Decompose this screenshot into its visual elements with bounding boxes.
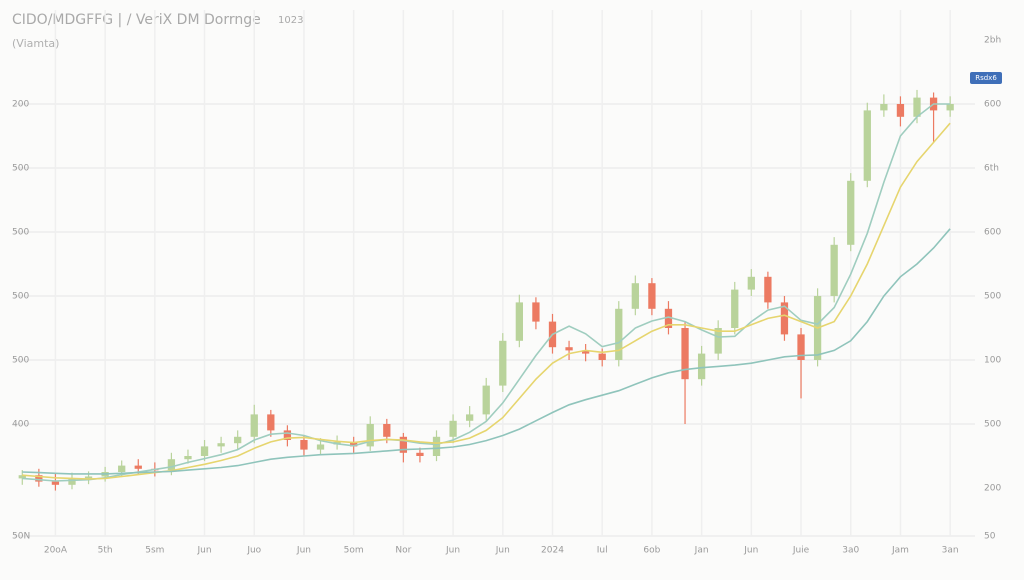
chart-title: CIDO/MDGFFG | / VeriX DM Dorrnge [12, 12, 261, 28]
price-tag [970, 72, 1002, 84]
x-tick-label: Jun [445, 546, 460, 556]
title-note: 1023 [278, 15, 303, 26]
candle-body [217, 443, 225, 447]
candle-body [267, 414, 275, 431]
candle-body [896, 104, 905, 117]
x-tick-label: Jun [197, 546, 212, 556]
moving-average-line [22, 103, 951, 482]
candle-body [515, 302, 523, 341]
x-tick-label: 3an [942, 546, 959, 556]
candle-body [681, 328, 689, 380]
y2-tick-label: 2bh [984, 36, 1001, 46]
candle-body [830, 244, 838, 296]
y2-tick-label: 100 [984, 356, 1001, 366]
candle-body [234, 436, 242, 444]
candle-body [780, 302, 789, 335]
price-tag-label: Rsdx6 [975, 74, 997, 82]
x-tick-label: Jun [495, 546, 510, 556]
candle-body [499, 340, 507, 386]
y2-tick-label: 600 [984, 100, 1001, 110]
candle-body [847, 180, 855, 245]
x-tick-label: Jun [296, 546, 311, 556]
x-tick-label: 5th [98, 546, 113, 556]
chart-subtitle: (Viamta) [12, 37, 59, 50]
candle-body [350, 441, 358, 447]
y2-tick-label: 600 [984, 228, 1001, 238]
x-tick-label: 3a0 [842, 546, 859, 556]
y-tick-label: 50N [12, 532, 30, 542]
candle-body [184, 456, 192, 460]
candle-body [731, 289, 739, 328]
candle-body [598, 353, 606, 360]
candle-body [863, 110, 871, 181]
candle-body [250, 414, 258, 437]
y2-tick-label: 500 [984, 292, 1001, 302]
x-tick-label: Jun [743, 546, 758, 556]
y-tick-label: 500 [12, 356, 29, 366]
candle-body [300, 440, 308, 450]
candle-body [615, 308, 623, 360]
candle-body [35, 475, 43, 482]
candle-body [416, 452, 424, 456]
x-tick-label: Jan [694, 546, 709, 556]
y-tick-label: 400 [12, 420, 29, 430]
x-tick-label: Nor [395, 546, 411, 556]
candle-body [134, 465, 142, 469]
y-tick-label: 500 [12, 228, 29, 238]
candle-body [648, 283, 656, 309]
y2-tick-label: 500 [984, 420, 1001, 430]
candle-body [51, 481, 60, 485]
candle-body [366, 424, 374, 447]
candle-body [880, 104, 888, 111]
x-tick-label: Juie [792, 546, 810, 556]
x-tick-label: 5sm [145, 546, 164, 556]
y2-tick-label: 6th [984, 164, 999, 174]
y-tick-label: 500 [12, 164, 29, 174]
candle-body [697, 353, 706, 380]
candle-body [316, 444, 325, 450]
candle-body [581, 350, 590, 354]
moving-average-line [22, 122, 951, 480]
candle-body [449, 420, 457, 437]
candle-body [797, 334, 805, 360]
candle-body [664, 308, 673, 328]
y-tick-label: 500 [12, 292, 29, 302]
moving-average-line [22, 228, 951, 475]
candle-body [68, 478, 76, 485]
candle-body [631, 283, 639, 309]
x-tick-label: 20oA [44, 546, 68, 556]
x-tick-label: 5om [344, 546, 364, 556]
candle-body [714, 328, 722, 354]
y2-tick-label: 200 [984, 484, 1001, 494]
candle-body [118, 465, 126, 472]
candle-body [913, 97, 921, 117]
candle-body [565, 347, 573, 351]
y2-tick-label: 50 [984, 532, 996, 542]
candle-body [399, 436, 408, 453]
x-tick-label: Jam [891, 546, 909, 556]
candle-body [84, 476, 93, 479]
candle-body [383, 424, 391, 437]
candle-body [432, 436, 441, 456]
candle-body [747, 276, 755, 290]
y-tick-label: 200 [12, 100, 29, 110]
x-tick-label: Iul [597, 546, 608, 556]
candle-body [18, 475, 26, 479]
candle-body [482, 385, 490, 415]
x-tick-label: 6ob [643, 546, 660, 556]
candle-body [946, 104, 954, 111]
candle-body [283, 430, 292, 440]
candle-body [466, 414, 474, 421]
candle-body [532, 302, 540, 322]
candle-body [200, 446, 209, 456]
candle-body [764, 276, 772, 303]
x-tick-label: 2024 [541, 546, 564, 556]
x-tick-label: Juo [246, 546, 261, 556]
candle-body [167, 459, 176, 471]
